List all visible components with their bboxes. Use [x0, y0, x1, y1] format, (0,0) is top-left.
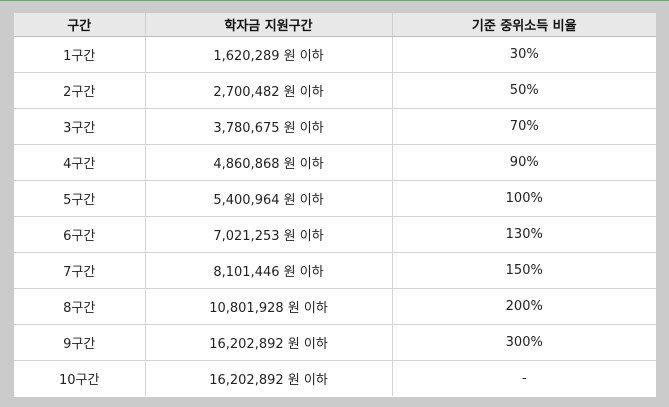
bracket-cell: 9구간 [14, 324, 146, 361]
bracket-cell: 7구간 [14, 252, 146, 289]
ratio-cell: 300% [392, 324, 656, 361]
table-header-row: 구간 학자금 지원구간 기준 중위소득 비율 [14, 13, 656, 37]
amount-cell: 1,620,289 원 이하 [145, 36, 393, 73]
table-row: 2구간 2,700,482 원 이하 50% [14, 72, 656, 109]
ratio-cell: 90% [392, 144, 656, 181]
table-row: 8구간 10,801,928 원 이하 200% [14, 288, 656, 325]
amount-cell: 10,801,928 원 이하 [145, 288, 393, 325]
ratio-cell: 50% [392, 72, 656, 109]
amount-cell: 5,400,964 원 이하 [145, 180, 393, 217]
ratio-cell: - [521, 371, 527, 386]
table-row: 10구간 16,202,892 원 이하 - [14, 360, 656, 396]
table-row: 4구간 4,860,868 원 이하 90% [14, 144, 656, 181]
ratio-cell: 150% [392, 252, 656, 289]
table-row: 6구간 7,021,253 원 이하 130% [14, 216, 656, 253]
top-divider [0, 0, 669, 1]
bracket-cell: 1구간 [14, 36, 146, 73]
bracket-cell: 6구간 [14, 216, 146, 253]
table-row: 7구간 8,101,446 원 이하 150% [14, 252, 656, 289]
amount-cell: 16,202,892 원 이하 [145, 360, 393, 396]
income-bracket-table: 구간 학자금 지원구간 기준 중위소득 비율 1구간 1,620,289 원 이… [14, 13, 656, 396]
header-support-bracket: 학자금 지원구간 [145, 13, 393, 37]
table-row: 9구간 16,202,892 원 이하 300% [14, 324, 656, 361]
table-row: 5구간 5,400,964 원 이하 100% [14, 180, 656, 217]
amount-cell: 2,700,482 원 이하 [145, 72, 393, 109]
amount-cell: 4,860,868 원 이하 [145, 144, 393, 181]
amount-cell: 16,202,892 원 이하 [145, 324, 393, 361]
bracket-cell: 3구간 [14, 108, 146, 145]
table-container: 구간 학자금 지원구간 기준 중위소득 비율 1구간 1,620,289 원 이… [14, 13, 656, 397]
bracket-cell: 2구간 [14, 72, 146, 109]
amount-cell: 8,101,446 원 이하 [145, 252, 393, 289]
bracket-cell: 10구간 [14, 360, 146, 396]
ratio-cell: 70% [392, 108, 656, 145]
ratio-cell: 130% [392, 216, 656, 253]
amount-cell: 7,021,253 원 이하 [145, 216, 393, 253]
bracket-cell: 5구간 [14, 180, 146, 217]
ratio-cell: 200% [392, 288, 656, 325]
ratio-cell: 30% [392, 36, 656, 73]
header-bracket: 구간 [14, 13, 146, 37]
ratio-cell: 100% [392, 180, 656, 217]
header-median-income-ratio: 기준 중위소득 비율 [392, 13, 656, 37]
bracket-cell: 8구간 [14, 288, 146, 325]
amount-cell: 3,780,675 원 이하 [145, 108, 393, 145]
table-row: 1구간 1,620,289 원 이하 30% [14, 36, 656, 73]
bracket-cell: 4구간 [14, 144, 146, 181]
table-row: 3구간 3,780,675 원 이하 70% [14, 108, 656, 145]
